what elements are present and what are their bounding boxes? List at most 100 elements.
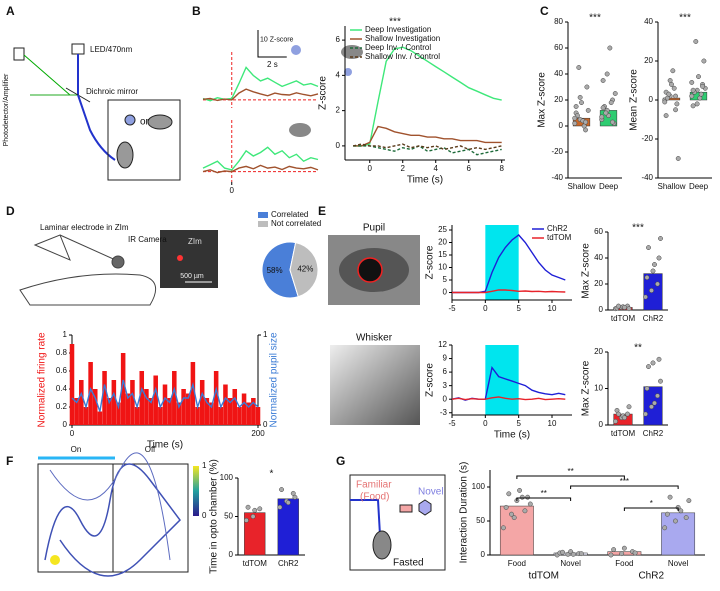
significance: *** (620, 477, 629, 486)
data-point (600, 105, 606, 111)
x-axis-label: Time (s) (147, 440, 183, 451)
data-point (689, 80, 695, 85)
data-point (643, 411, 648, 417)
y-tick-label: 6 (336, 35, 341, 44)
data-point (652, 400, 657, 406)
significance: ** (568, 467, 574, 476)
data-point (672, 518, 678, 524)
data-point (658, 236, 663, 241)
schematic-d (19, 230, 218, 306)
y-tick-label: 25 (438, 225, 447, 234)
x-tick-label: tdTOM (611, 429, 636, 438)
y-tick-label: 10 (438, 263, 447, 272)
bar (255, 407, 261, 425)
diagram-text: Pupil (363, 223, 385, 234)
data-point (577, 94, 583, 100)
bar (125, 393, 131, 425)
x-tick-label: -5 (448, 419, 456, 428)
significance: * (650, 499, 653, 508)
significance: *** (632, 223, 644, 234)
bar (232, 389, 238, 425)
bar (148, 398, 154, 425)
data-point (700, 83, 705, 89)
data-point (610, 119, 615, 125)
data-point (646, 364, 651, 370)
schematic-g (349, 474, 446, 571)
schematic-a (13, 43, 181, 181)
y-tick-label: 0 (336, 141, 341, 150)
x-tick-label: Novel (560, 559, 581, 568)
data-point (500, 525, 506, 531)
y2-axis-label: Normalized pupil size (269, 332, 280, 427)
x-tick-label: tdTOM (611, 314, 636, 323)
bar (246, 402, 251, 425)
line-series (202, 164, 319, 174)
legend-label: Correlated (271, 210, 308, 219)
pie-label: 58% (267, 266, 283, 275)
pie-slice (261, 241, 299, 299)
bar (213, 371, 219, 425)
bar (172, 371, 177, 425)
data-point (644, 275, 650, 280)
y-axis-label: Mean Z-score (629, 69, 640, 131)
bar (167, 398, 172, 425)
diagram-text: Whisker (356, 333, 393, 344)
diagram-text: LED/470nm (90, 45, 133, 54)
bar (204, 398, 210, 425)
data-point (673, 107, 678, 113)
significance: *** (389, 17, 401, 28)
line-series (452, 289, 566, 294)
stim-region (485, 345, 519, 415)
data-point (683, 515, 689, 521)
y-tick-label: 0 (649, 95, 654, 104)
bar (499, 505, 534, 556)
significance: ** (541, 489, 547, 498)
data-point (603, 110, 609, 116)
bar (74, 398, 79, 425)
bar (144, 389, 149, 425)
data-point (678, 508, 684, 514)
significance: * (270, 469, 274, 480)
y-axis-label: Interaction Duration (s) (459, 462, 470, 564)
data-point (696, 74, 701, 80)
legend-swatch (258, 212, 268, 218)
data-point (585, 107, 591, 113)
data-point (570, 551, 576, 557)
y-tick-label: 80 (554, 17, 563, 26)
bar (251, 398, 256, 425)
data-point (243, 517, 249, 523)
diagram-text: Familiar (356, 480, 392, 491)
x-tick-label: Food (508, 559, 526, 568)
bar (120, 353, 126, 425)
x-tick-label: 8 (499, 164, 504, 173)
y-axis-label: Max Z-score (581, 360, 592, 416)
y-tick-label: 2 (336, 106, 341, 115)
data-point (522, 508, 528, 514)
group-label: tdTOM (529, 571, 559, 582)
x-tick-label: tdTOM (243, 559, 268, 568)
bar (97, 411, 103, 425)
diagram-text: Fasted (393, 558, 424, 569)
x-tick-label: Deep (599, 182, 619, 191)
y-tick-label: 20 (644, 56, 653, 65)
y-tick-label: 40 (594, 253, 603, 262)
diagram-text: Photodetector/Amplifier (3, 73, 10, 146)
bar (190, 362, 196, 425)
y-tick-label: -40 (641, 173, 653, 182)
data-point (503, 504, 509, 510)
data-point (662, 525, 668, 531)
data-point (655, 281, 660, 287)
y-tick-label: 0 (559, 121, 564, 130)
data-point (664, 511, 670, 517)
data-point (578, 551, 584, 557)
data-point (694, 101, 700, 107)
diagram-text: Laminar electrode in ZIm (40, 223, 129, 232)
y-axis-label: Normalized firing rate (37, 332, 48, 427)
data-point (509, 511, 514, 517)
y-tick-label: 60 (554, 43, 563, 52)
significance-bracket (570, 485, 679, 489)
data-point (608, 552, 614, 558)
y-tick-label: 5 (443, 275, 448, 284)
y-tick-label: 20 (594, 279, 603, 288)
x-tick-label: 10 (548, 304, 557, 313)
